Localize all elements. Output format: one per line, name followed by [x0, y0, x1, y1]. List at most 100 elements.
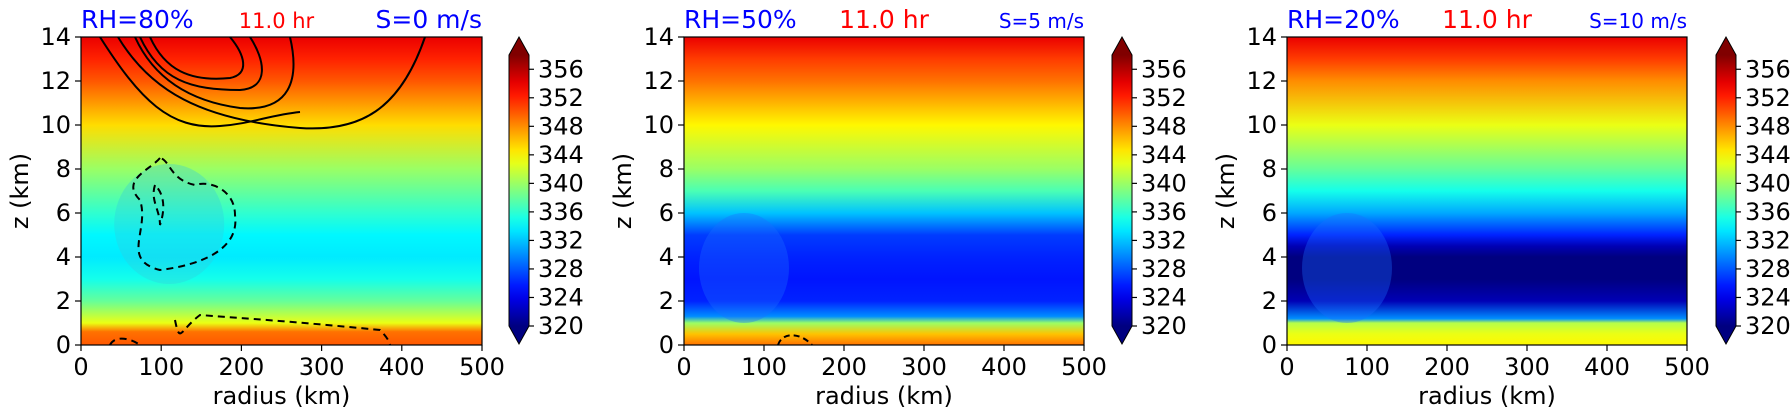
chart-panel-middle: 0 100 200 300 400 500 0 2 4 6 8 10 12 14 radius (km) z …	[609, 5, 1187, 410]
title-left: RH=20%	[1287, 5, 1400, 34]
colorbar-tick-label: 344	[538, 141, 584, 169]
colorbar-tick-label: 340	[1141, 169, 1187, 197]
y-tick-label: 2	[659, 287, 674, 315]
x-axis-label: radius (km)	[815, 382, 953, 410]
colorbar-extend-min	[509, 326, 529, 344]
x-tick-label: 500	[1664, 353, 1710, 381]
contour-line-solid	[117, 36, 426, 130]
y-tick-label: 14	[1246, 23, 1277, 51]
colorbar-tick-label: 352	[1745, 84, 1791, 112]
colorbar-tick-label: 344	[1745, 141, 1791, 169]
plot-frame	[683, 36, 1085, 346]
contour-line-solid	[139, 36, 263, 92]
colorbar-extend-max	[1112, 37, 1132, 55]
y-tick-label: 6	[1262, 199, 1277, 227]
colorbar-tick-label: 328	[1745, 255, 1791, 283]
y-tick-label: 4	[659, 243, 674, 271]
colorbar-extend-min	[1716, 326, 1736, 344]
y-tick-label: 10	[643, 111, 674, 139]
title-center: 11.0 hr	[239, 9, 315, 33]
colorbar-extend-max	[509, 37, 529, 55]
x-tick-label: 500	[1061, 353, 1107, 381]
x-tick-label: 200	[821, 353, 867, 381]
title-center: 11.0 hr	[839, 5, 929, 34]
colorbar-tick-label: 332	[538, 226, 584, 254]
colorbar-body	[509, 55, 529, 326]
colorbar-tick-label: 320	[1141, 312, 1187, 340]
y-tick-label: 2	[56, 287, 71, 315]
colorbar-tick-label: 336	[1745, 198, 1791, 226]
colorbar-body	[1716, 55, 1736, 326]
x-tick-label: 200	[1424, 353, 1470, 381]
x-tick-label: 300	[1504, 353, 1550, 381]
x-tick-label: 400	[379, 353, 425, 381]
y-tick-label: 8	[659, 155, 674, 183]
y-axis-label: z (km)	[6, 153, 34, 229]
colorbar-tick-label: 340	[538, 169, 584, 197]
colorbar-tick-label: 336	[538, 198, 584, 226]
plot-frame	[80, 36, 483, 346]
colorbar-tick-label: 320	[538, 312, 584, 340]
x-tick-label: 400	[1584, 353, 1630, 381]
x-tick-label: 300	[901, 353, 947, 381]
y-tick-label: 2	[1262, 287, 1277, 315]
colorbar-tick-label: 340	[1745, 169, 1791, 197]
contour-line-solid	[99, 36, 301, 128]
y-tick-label: 12	[1246, 67, 1277, 95]
contour-line-solid	[134, 36, 295, 110]
x-tick-label: 400	[981, 353, 1027, 381]
y-axis-label: z (km)	[609, 153, 637, 229]
x-tick-label: 500	[459, 353, 505, 381]
colorbar-tick-label: 352	[538, 84, 584, 112]
title-right: S=5 m/s	[999, 9, 1084, 33]
x-tick-label: 0	[73, 353, 88, 381]
colorbar-tick-label: 348	[1141, 112, 1187, 140]
contour-field	[81, 37, 482, 345]
y-tick-label: 6	[659, 199, 674, 227]
core-anomaly	[699, 213, 789, 323]
colorbar-extend-min	[1112, 326, 1132, 344]
contour-line-dashed	[109, 337, 141, 346]
y-tick-label: 8	[56, 155, 71, 183]
colorbar-tick-label: 344	[1141, 141, 1187, 169]
x-tick-label: 100	[1344, 353, 1390, 381]
contour-line-solid	[149, 36, 245, 80]
chart-panel-left: 0 100 200 300 400 500 0 2 4 6 8 10 12 14 radius (km) z …	[6, 5, 584, 410]
x-tick-label: 100	[741, 353, 787, 381]
y-tick-label: 12	[40, 67, 71, 95]
title-right: S=10 m/s	[1589, 9, 1687, 33]
title-right: S=0 m/s	[376, 5, 482, 34]
colorbar-tick-label: 332	[1745, 226, 1791, 254]
colorbar-body	[1112, 55, 1132, 326]
colorbar-tick-label: 348	[538, 112, 584, 140]
title-left: RH=50%	[684, 5, 797, 34]
contour-field	[684, 37, 1084, 345]
contour-line-dashed	[132, 156, 237, 272]
y-tick-label: 4	[1262, 243, 1277, 271]
y-tick-label: 12	[643, 67, 674, 95]
y-tick-label: 4	[56, 243, 71, 271]
y-tick-label: 0	[659, 331, 674, 359]
colorbar-tick-label: 324	[1141, 283, 1187, 311]
colorbar-extend-max	[1716, 37, 1736, 55]
contour-line-dashed	[152, 183, 165, 226]
plot-frame	[1286, 36, 1688, 346]
y-tick-label: 14	[643, 23, 674, 51]
chart-panel-right: 0 100 200 300 400 500 0 2 4 6 8 10 12 14 radius (km) z …	[1212, 5, 1791, 410]
core-anomaly	[114, 164, 225, 284]
title-left: RH=80%	[81, 5, 194, 34]
contour-line-dashed	[777, 334, 813, 346]
colorbar-tick-label: 324	[1745, 283, 1791, 311]
colorbar-tick-label: 328	[1141, 255, 1187, 283]
contour-field	[1287, 37, 1687, 345]
colorbar-tick-label: 356	[1141, 55, 1187, 83]
y-tick-label: 14	[40, 23, 71, 51]
colorbar-tick-label: 336	[1141, 198, 1187, 226]
colorbar-tick-label: 328	[538, 255, 584, 283]
y-tick-label: 0	[1262, 331, 1277, 359]
core-anomaly	[1302, 213, 1392, 323]
